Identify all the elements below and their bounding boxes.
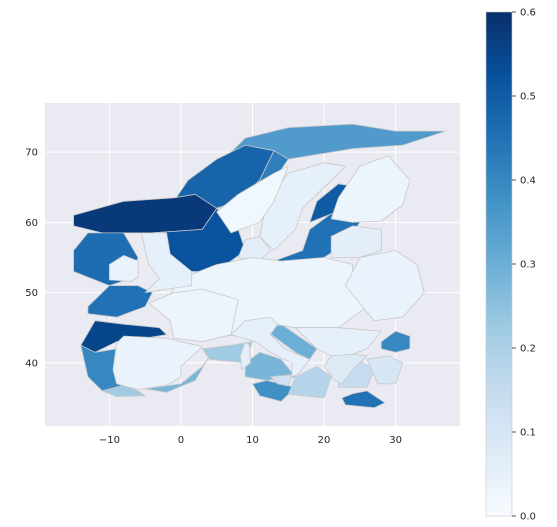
colorbar-tick-label: 0.3 <box>520 260 536 271</box>
region-crete-sea <box>341 390 386 409</box>
colorbar-tick-label: 0.1 <box>520 428 536 439</box>
y-tick-labels: 40 50 60 70 <box>25 148 38 370</box>
region-anatolia-west <box>366 355 404 385</box>
region-iberia <box>112 335 203 390</box>
region-norway-interior <box>216 165 289 234</box>
region-corsica-sardinia <box>239 341 251 371</box>
colorbar-tick-label: 0.6 <box>520 8 536 19</box>
region-italy <box>230 316 311 378</box>
regions-layer <box>73 123 447 409</box>
colorbar-tick-label: 0.0 <box>520 512 536 523</box>
x-tick-label: 0 <box>178 435 184 446</box>
region-eastern-plain <box>345 250 425 322</box>
region-black-sea-west <box>380 330 411 353</box>
x-tick-labels: −10 0 10 20 30 <box>99 435 402 446</box>
colorbar-ticks: 0.0 0.1 0.2 0.3 0.4 0.5 0.6 <box>512 8 536 523</box>
colorbar <box>485 11 513 517</box>
region-iberia-southwest-sea <box>101 384 146 397</box>
region-ireland <box>109 254 139 282</box>
region-baltic-states <box>330 225 382 258</box>
y-tick-label: 60 <box>25 218 38 229</box>
y-tick-label: 40 <box>25 358 38 369</box>
region-greece <box>323 353 368 385</box>
region-great-britain <box>141 232 193 294</box>
region-celtic-sea <box>87 285 153 318</box>
colorbar-tick-label: 0.2 <box>520 344 536 355</box>
x-tick-label: 20 <box>318 435 331 446</box>
colorbar-tick-label: 0.5 <box>520 92 536 103</box>
y-tick-label: 50 <box>25 288 38 299</box>
x-tick-label: 10 <box>246 435 259 446</box>
colorbar-tick-label: 0.4 <box>520 176 536 187</box>
region-ionian-sea <box>287 365 332 399</box>
region-sicily <box>269 374 293 387</box>
y-tick-label: 70 <box>25 148 38 159</box>
x-tick-label: 30 <box>389 435 402 446</box>
region-balkans <box>294 327 382 360</box>
region-finland <box>330 155 411 223</box>
x-tick-label: −10 <box>99 435 120 446</box>
